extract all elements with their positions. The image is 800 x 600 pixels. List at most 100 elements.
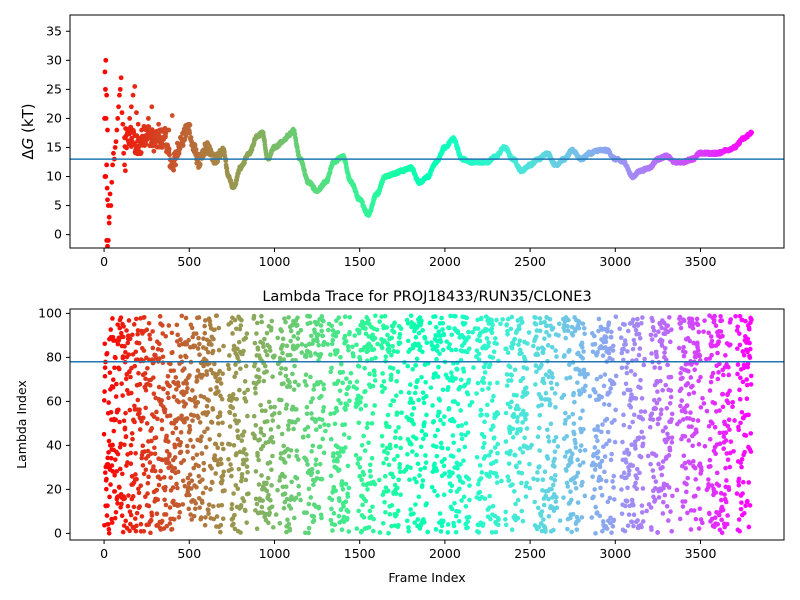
lambda-point (185, 386, 190, 391)
lambda-point (391, 348, 397, 354)
lambda-point (346, 384, 351, 390)
lambda-point (574, 474, 579, 479)
lambda-point (319, 476, 325, 482)
lambda-point (261, 432, 267, 438)
lambda-point (662, 492, 668, 498)
lambda-point (581, 325, 587, 331)
lambda-point (450, 433, 456, 438)
lambda-point (255, 453, 260, 459)
lambda-point (565, 324, 570, 329)
lambda-point (272, 353, 277, 359)
lambda-point (631, 412, 637, 418)
lambda-point (476, 351, 482, 357)
lambda-point (313, 462, 319, 467)
lambda-point (202, 429, 207, 435)
lambda-point (600, 353, 606, 358)
lambda-point (627, 387, 633, 393)
lambda-point (320, 436, 326, 442)
lambda-point (183, 354, 189, 360)
lambda-point (523, 484, 529, 489)
lambda-point (699, 468, 704, 473)
lambda-point (668, 394, 674, 400)
lambda-point (441, 518, 446, 524)
lambda-point (243, 363, 249, 369)
lambda-point (474, 348, 480, 353)
lambda-point (659, 472, 665, 478)
lambda-point (381, 449, 387, 454)
lambda-point (554, 354, 559, 359)
lambda-point (589, 515, 595, 520)
lambda-point (690, 443, 695, 449)
lambda-point (712, 424, 718, 430)
lambda-point (358, 406, 364, 412)
lambda-point (150, 345, 156, 351)
lambda-point (245, 413, 250, 419)
dg-point (122, 168, 128, 174)
lambda-point (288, 506, 294, 511)
lambda-point (386, 348, 392, 354)
lambda-point (693, 516, 699, 522)
dg-point (171, 167, 177, 173)
dg-point (103, 57, 109, 63)
lambda-point (707, 436, 713, 442)
lambda-point (137, 415, 143, 421)
lambda-point (580, 479, 585, 485)
lambda-point (230, 331, 235, 336)
lambda-point (610, 479, 615, 484)
lambda-point (167, 413, 173, 418)
lambda-point (283, 484, 289, 489)
lambda-point (576, 350, 581, 356)
dg-point (103, 116, 109, 121)
dg-x-tick-label: 1000 (259, 254, 291, 269)
lambda-point (357, 328, 362, 333)
lambda-point (531, 476, 536, 481)
lambda-point (716, 483, 722, 488)
lambda-point (578, 415, 583, 421)
lambda-point (439, 523, 445, 529)
lambda-point (410, 366, 415, 372)
lambda-point (304, 383, 309, 388)
lambda-point (179, 313, 185, 319)
lambda-point (596, 316, 602, 322)
lambda-point (219, 441, 225, 447)
lambda-point (212, 361, 217, 367)
lambda-point (649, 527, 654, 532)
lambda-point (397, 469, 403, 475)
lambda-point (347, 314, 353, 320)
dg-point (105, 127, 110, 133)
lambda-point (279, 431, 285, 437)
dg-y-tick-label: 0 (54, 227, 62, 242)
lambda-point (202, 522, 208, 528)
lambda-point (311, 518, 317, 523)
lambda-point (410, 449, 415, 454)
lambda-point (423, 460, 429, 465)
lambda-point (329, 506, 334, 512)
lambda-point (409, 441, 414, 447)
lambda-point (110, 334, 116, 340)
lambda-point (692, 465, 698, 471)
lambda-point (178, 354, 183, 359)
lambda-point (546, 333, 552, 338)
dg-point (149, 104, 155, 110)
lambda-point (338, 400, 343, 406)
lambda-point (211, 336, 216, 342)
lambda-point (522, 435, 527, 441)
lambda-point (424, 501, 429, 506)
lambda-point (462, 382, 468, 388)
lambda-point (655, 530, 661, 535)
lambda-point (398, 389, 404, 395)
lambda-point (113, 394, 119, 399)
lambda-point (218, 456, 223, 462)
lambda-point (120, 354, 126, 359)
lambda-point (518, 426, 523, 432)
lambda-point (321, 386, 327, 392)
lambda-point (310, 443, 316, 449)
lambda-point (160, 331, 166, 336)
lambda-point (340, 369, 346, 375)
lambda-point (408, 313, 414, 318)
lambda-point (211, 516, 217, 522)
dg-point (169, 113, 175, 118)
lambda-point (167, 521, 173, 526)
lambda-point (151, 414, 157, 420)
lambda-point (413, 436, 419, 441)
